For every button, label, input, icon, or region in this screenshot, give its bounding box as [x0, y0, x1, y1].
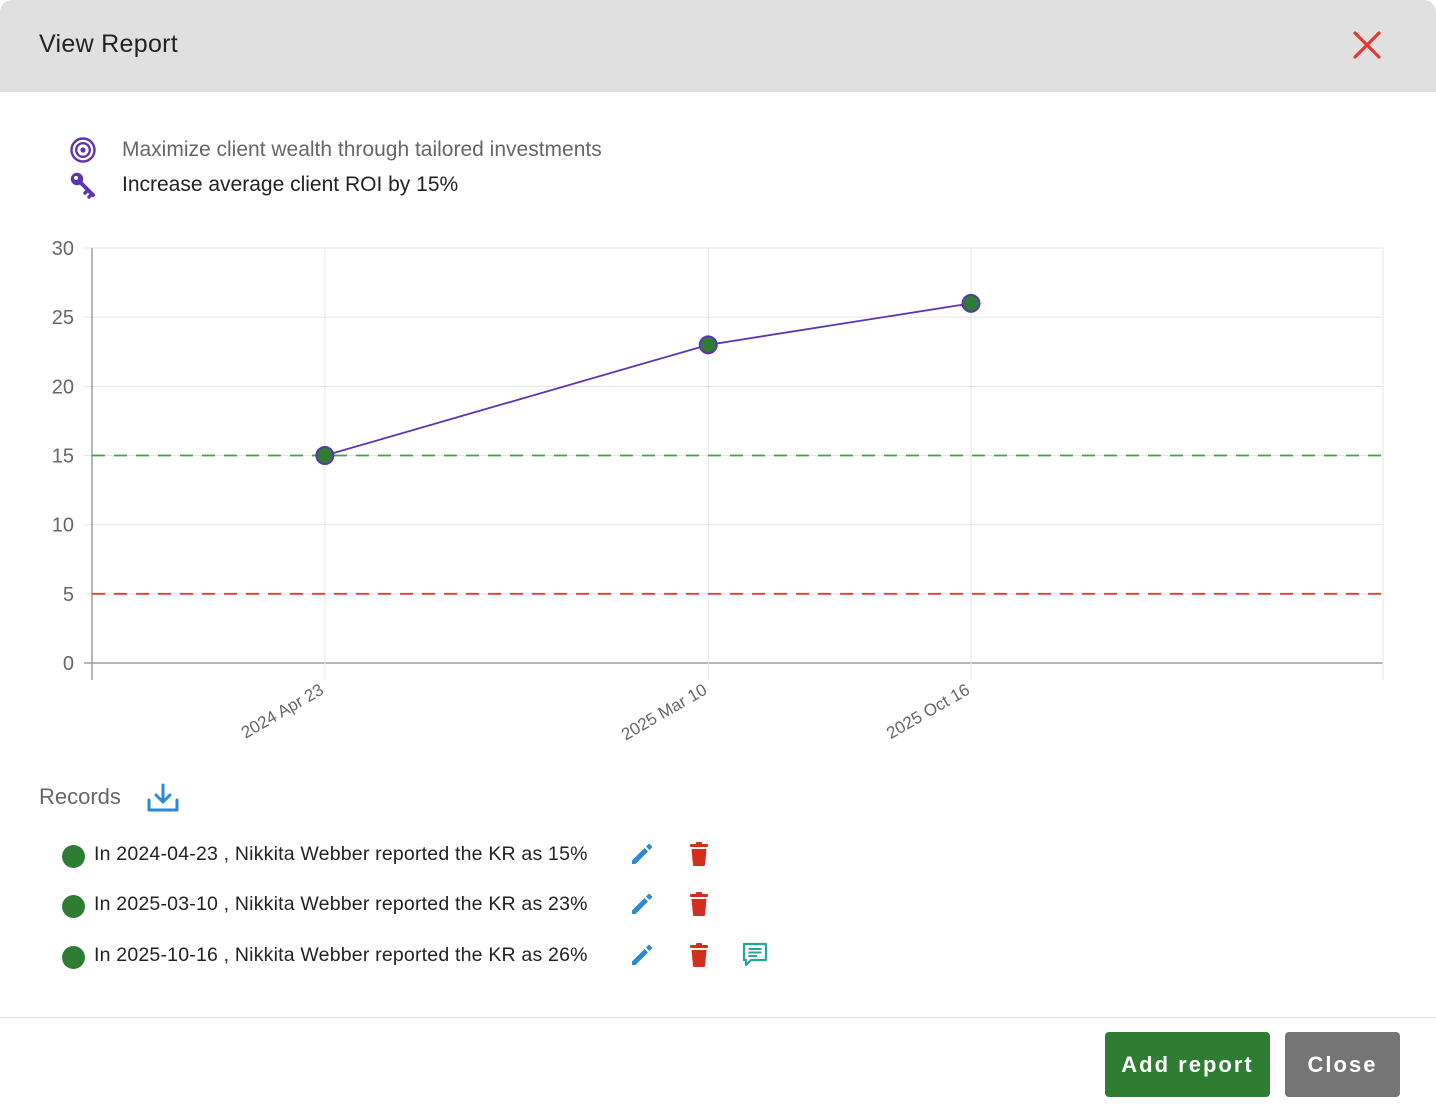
status-dot	[62, 895, 85, 918]
y-tick-label: 30	[52, 238, 74, 260]
close-icon[interactable]	[1350, 28, 1384, 62]
objective-row: Maximize client wealth through tailored …	[68, 135, 602, 165]
data-point	[698, 335, 718, 355]
target-icon	[68, 135, 98, 165]
key-result-row: Increase average client ROI by 15%	[68, 170, 458, 200]
record-text: In 2025-03-10 , Nikkita Webber reported …	[94, 893, 588, 915]
pencil-icon[interactable]	[628, 840, 656, 868]
x-tick-label: 2025 Oct 16	[883, 680, 973, 743]
record-item: In 2024-04-23 , Nikkita Webber reported …	[62, 840, 822, 870]
x-tick-label: 2025 Mar 10	[618, 680, 710, 744]
x-tick-label: 2024 Apr 23	[238, 680, 327, 742]
footer-divider	[0, 1017, 1436, 1018]
objective-text: Maximize client wealth through tailored …	[122, 138, 602, 161]
download-icon[interactable]	[146, 782, 180, 814]
series-line	[324, 302, 972, 457]
y-tick-label: 5	[63, 584, 74, 606]
modal-header: View Report	[0, 0, 1436, 92]
y-tick-label: 20	[52, 376, 74, 398]
key-icon	[68, 170, 98, 200]
pencil-icon[interactable]	[628, 890, 656, 918]
status-dot	[62, 845, 85, 868]
y-tick-label: 0	[63, 653, 74, 675]
record-text: In 2025-10-16 , Nikkita Webber reported …	[94, 944, 588, 966]
y-tick-label: 10	[52, 515, 74, 537]
record-item: In 2025-10-16 , Nikkita Webber reported …	[62, 941, 822, 971]
pencil-icon[interactable]	[628, 941, 656, 969]
comment-icon[interactable]	[741, 941, 769, 969]
record-item: In 2025-03-10 , Nikkita Webber reported …	[62, 890, 822, 920]
trash-icon[interactable]	[686, 890, 712, 918]
y-tick-label: 15	[52, 446, 74, 468]
status-dot	[62, 946, 85, 969]
key-result-text: Increase average client ROI by 15%	[122, 173, 459, 196]
kr-progress-chart: 0 5 10 15 20 25 30 2024 Apr 23 2025 Mar 10 2025 O…	[52, 238, 1384, 744]
trash-icon[interactable]	[686, 840, 712, 868]
data-point	[961, 293, 981, 313]
modal-title: View Report	[39, 30, 179, 58]
add-report-button[interactable]: Add report	[1105, 1032, 1270, 1097]
data-point	[315, 446, 335, 465]
trash-icon[interactable]	[686, 941, 712, 969]
y-tick-label: 25	[52, 307, 74, 329]
records-title: Records	[39, 784, 121, 809]
close-button[interactable]: Close	[1285, 1032, 1400, 1097]
record-text: In 2024-04-23 , Nikkita Webber reported …	[94, 843, 588, 865]
